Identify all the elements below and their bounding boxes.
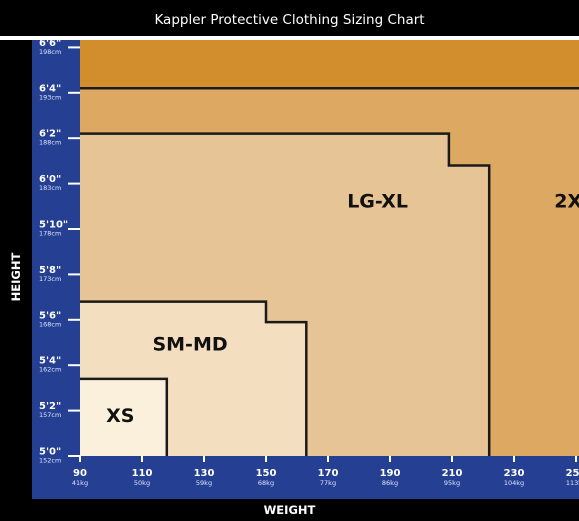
- 2x-3x-label: 2X-3X: [554, 190, 579, 212]
- sm-md-label: SM-MD: [152, 333, 227, 355]
- y-tick-label: 5'10": [39, 220, 68, 231]
- x-tick-sublabel: 59kg: [196, 479, 212, 487]
- y-tick-sublabel: 168cm: [39, 320, 61, 328]
- lg-xl-label: LG-XL: [347, 190, 408, 212]
- y-tick-sublabel: 178cm: [39, 230, 61, 238]
- y-tick-label: 5'0": [39, 447, 61, 458]
- y-tick-sublabel: 193cm: [39, 93, 61, 101]
- x-tick-sublabel: 68kg: [258, 479, 274, 487]
- x-tick-label: 210: [442, 468, 463, 479]
- y-tick-sublabel: 183cm: [39, 184, 61, 192]
- x-tick-label: 170: [318, 468, 339, 479]
- y-axis-ticks: 5'0"152cm 5'2"157cm 5'4"162cm 5'6"168cm 5'8"…: [39, 38, 80, 465]
- y-tick-sublabel: 188cm: [39, 139, 61, 147]
- x-tick-sublabel: 50kg: [134, 479, 150, 487]
- x-tick-label: 130: [194, 468, 215, 479]
- x-tick-sublabel: 77kg: [320, 479, 336, 487]
- x-tick-sublabel: 95kg: [444, 479, 460, 487]
- x-axis-title: WEIGHT: [264, 503, 316, 517]
- x-tick-sublabel: 41kg: [72, 479, 88, 487]
- x-tick-sublabel: 113kg: [566, 479, 579, 487]
- xs-zone: [80, 378, 167, 456]
- x-tick-sublabel: 86kg: [382, 479, 398, 487]
- sm-md-boundary: [80, 300, 308, 456]
- y-tick-label: 6'4": [39, 83, 61, 94]
- x-tick-label: 90: [73, 468, 87, 479]
- y-tick-label: 5'6": [39, 310, 61, 321]
- xs-label: XS: [106, 405, 134, 427]
- title-separator: [0, 36, 579, 40]
- y-tick-label: 6'0": [39, 174, 61, 185]
- y-tick-sublabel: 173cm: [39, 275, 61, 283]
- lg-xl-boundary: [80, 132, 491, 456]
- x-tick-label: 150: [256, 468, 277, 479]
- y-axis-title: HEIGHT: [9, 253, 23, 302]
- 2x-3x-boundary: [80, 87, 579, 90]
- y-tick-label: 5'2": [39, 401, 61, 412]
- y-tick-label: 5'8": [39, 265, 61, 276]
- y-tick-label: 5'4": [39, 356, 61, 367]
- chart-title: Kappler Protective Clothing Sizing Chart: [154, 12, 424, 28]
- xs-boundary: [80, 377, 169, 456]
- y-tick-label: 6'6": [39, 38, 61, 49]
- y-tick-sublabel: 162cm: [39, 366, 61, 374]
- x-axis-band: [32, 456, 579, 499]
- y-tick-label: 6'2": [39, 129, 61, 140]
- x-tick-label: 190: [380, 468, 401, 479]
- y-tick-sublabel: 157cm: [39, 411, 61, 419]
- y-tick-sublabel: 198cm: [39, 48, 61, 56]
- y-tick-sublabel: 152cm: [39, 457, 61, 465]
- x-tick-sublabel: 104kg: [504, 479, 524, 487]
- x-tick-label: 250: [566, 468, 579, 479]
- x-tick-label: 110: [132, 468, 153, 479]
- x-tick-label: 230: [504, 468, 525, 479]
